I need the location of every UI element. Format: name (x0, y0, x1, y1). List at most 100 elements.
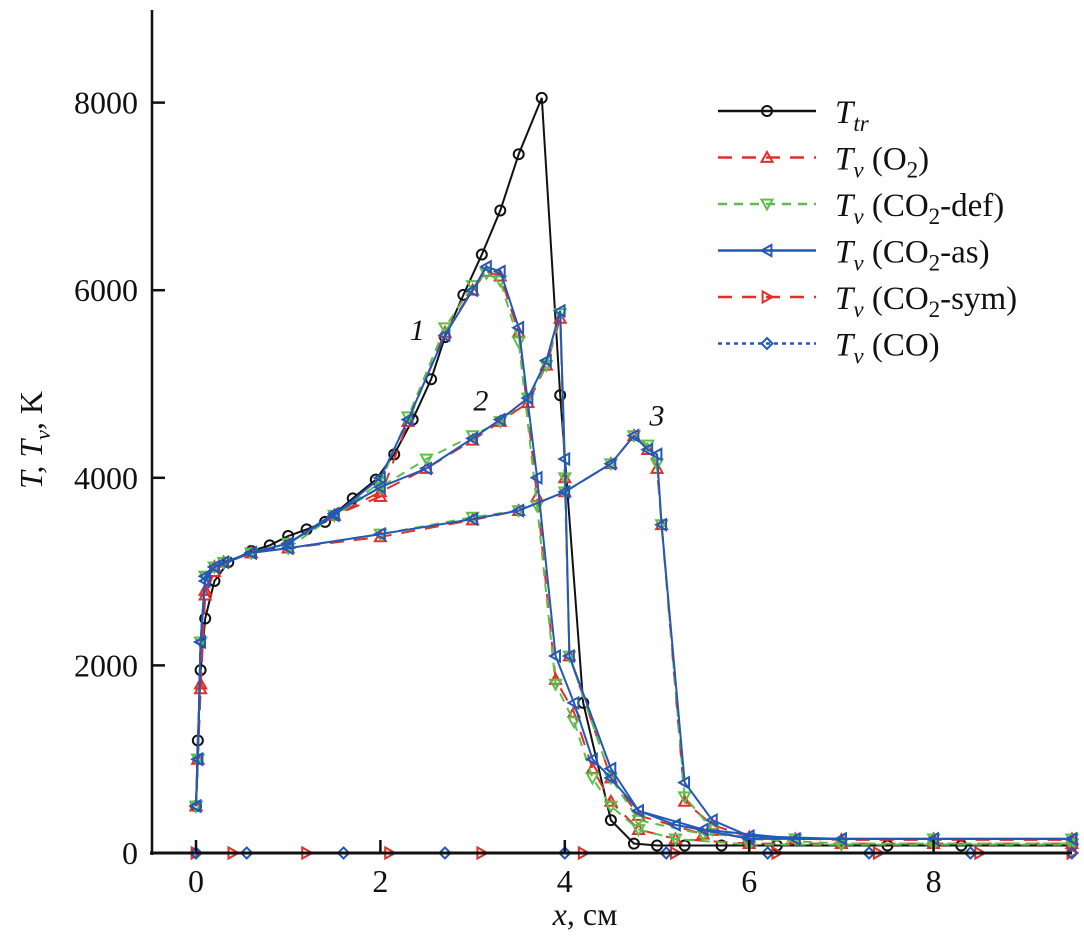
x-axis-label-var: x (552, 896, 567, 932)
legend-label-text: (CO (864, 328, 929, 364)
data-point (741, 828, 755, 844)
series-2 (188, 267, 1080, 853)
y-tick-label: 0 (122, 835, 138, 871)
legend-label-sub: v (853, 297, 864, 322)
legend-entry: Tv (O2) (718, 142, 929, 183)
data-point (631, 803, 644, 818)
data-point (465, 431, 478, 446)
data-point (554, 389, 567, 402)
series-line (195, 318, 1072, 840)
legend-marker (759, 149, 775, 163)
x-tick-label: 2 (372, 863, 388, 899)
legend-entry: Tv (CO2-as) (718, 235, 990, 276)
data-point (862, 846, 876, 860)
legend-label-tail: ) (918, 142, 929, 178)
data-point (465, 511, 478, 527)
legend-label-symbol: T (835, 142, 856, 178)
data-point (419, 453, 434, 467)
data-point (438, 846, 452, 860)
data-point (494, 204, 507, 217)
data-point (188, 798, 202, 814)
data-point (492, 412, 506, 427)
data-point (1064, 831, 1078, 847)
y-tick-label: 2000 (74, 647, 138, 683)
data-point (552, 308, 568, 322)
legend-label-symbol: T (835, 281, 856, 317)
data-point (475, 248, 488, 261)
data-point (604, 814, 617, 827)
data-point (631, 814, 646, 828)
data-point (190, 752, 204, 767)
legend-marker (759, 243, 773, 258)
data-point (1064, 846, 1079, 860)
legend-entry: Ttr (718, 95, 870, 136)
data-point (336, 846, 351, 860)
legend-label: Tv (O2) (835, 142, 929, 183)
data-point (437, 322, 453, 336)
legend-label-sub: v (853, 344, 864, 369)
data-point (603, 456, 617, 471)
y-tick-label: 4000 (74, 460, 138, 496)
curve-label: 3 (649, 399, 665, 432)
data-point (520, 390, 534, 406)
legend-label-sub2: 2 (929, 204, 941, 229)
data-point (651, 839, 663, 852)
data-point (535, 91, 548, 104)
x-axis-label: x, см (552, 896, 618, 932)
legend-label-sub: v (853, 158, 864, 183)
axes (150, 10, 1072, 855)
data-point (197, 569, 211, 584)
data-point (193, 676, 208, 690)
legend-label-symbol: T (835, 328, 856, 364)
legend-label-tail: -def) (940, 188, 1004, 224)
data-point (640, 442, 654, 457)
data-point (280, 540, 294, 556)
curve-label: 2 (473, 384, 488, 417)
ticks: 0 2 4 6 8 0 2000 4000 6000 8000 (74, 85, 942, 899)
data-point (668, 833, 683, 847)
data-point (704, 812, 718, 828)
legend-label: Ttr (835, 95, 870, 136)
series-line (195, 310, 1072, 840)
legend-marker (759, 198, 775, 212)
data-point (659, 846, 674, 860)
data-point (478, 259, 492, 274)
legend-entry: Tv (CO2-sym) (718, 281, 1017, 322)
data-point (465, 283, 478, 298)
y-axis-label-unit: , K (13, 391, 49, 430)
legend-label-text: (CO (864, 235, 929, 271)
legend-label-symbol: T (835, 235, 856, 271)
legend-label-sub2: 2 (929, 251, 941, 276)
legend-label: Tv (CO2-def) (835, 188, 1004, 229)
series-line (195, 265, 1072, 840)
curve-label: 1 (410, 314, 425, 347)
data-point (372, 479, 386, 495)
series-line (195, 434, 1072, 841)
data-point (649, 447, 663, 462)
data-point (963, 846, 978, 860)
data-point (561, 648, 575, 664)
data-point (833, 831, 847, 847)
data-point (678, 839, 691, 852)
legend-marker (760, 336, 774, 351)
data-point (585, 772, 600, 786)
data-point (787, 831, 801, 847)
series-line (195, 434, 1072, 840)
data-point (695, 822, 709, 837)
series-line (195, 270, 1072, 845)
series-line (195, 272, 1072, 846)
legend-entry: Tv (CO) (718, 328, 940, 369)
data-point (512, 148, 525, 161)
data-point (557, 484, 571, 500)
legend-label: Tv (CO) (835, 328, 940, 369)
data-point (548, 678, 563, 692)
legend-label-tail: ) (929, 328, 940, 364)
data-point (206, 559, 220, 575)
x-tick-label: 8 (926, 863, 942, 899)
data-point (492, 264, 506, 279)
legend-marker (761, 105, 773, 117)
data-point (193, 634, 207, 650)
data-point (760, 846, 775, 860)
y-axis-label: T, Tv, K (13, 391, 55, 489)
